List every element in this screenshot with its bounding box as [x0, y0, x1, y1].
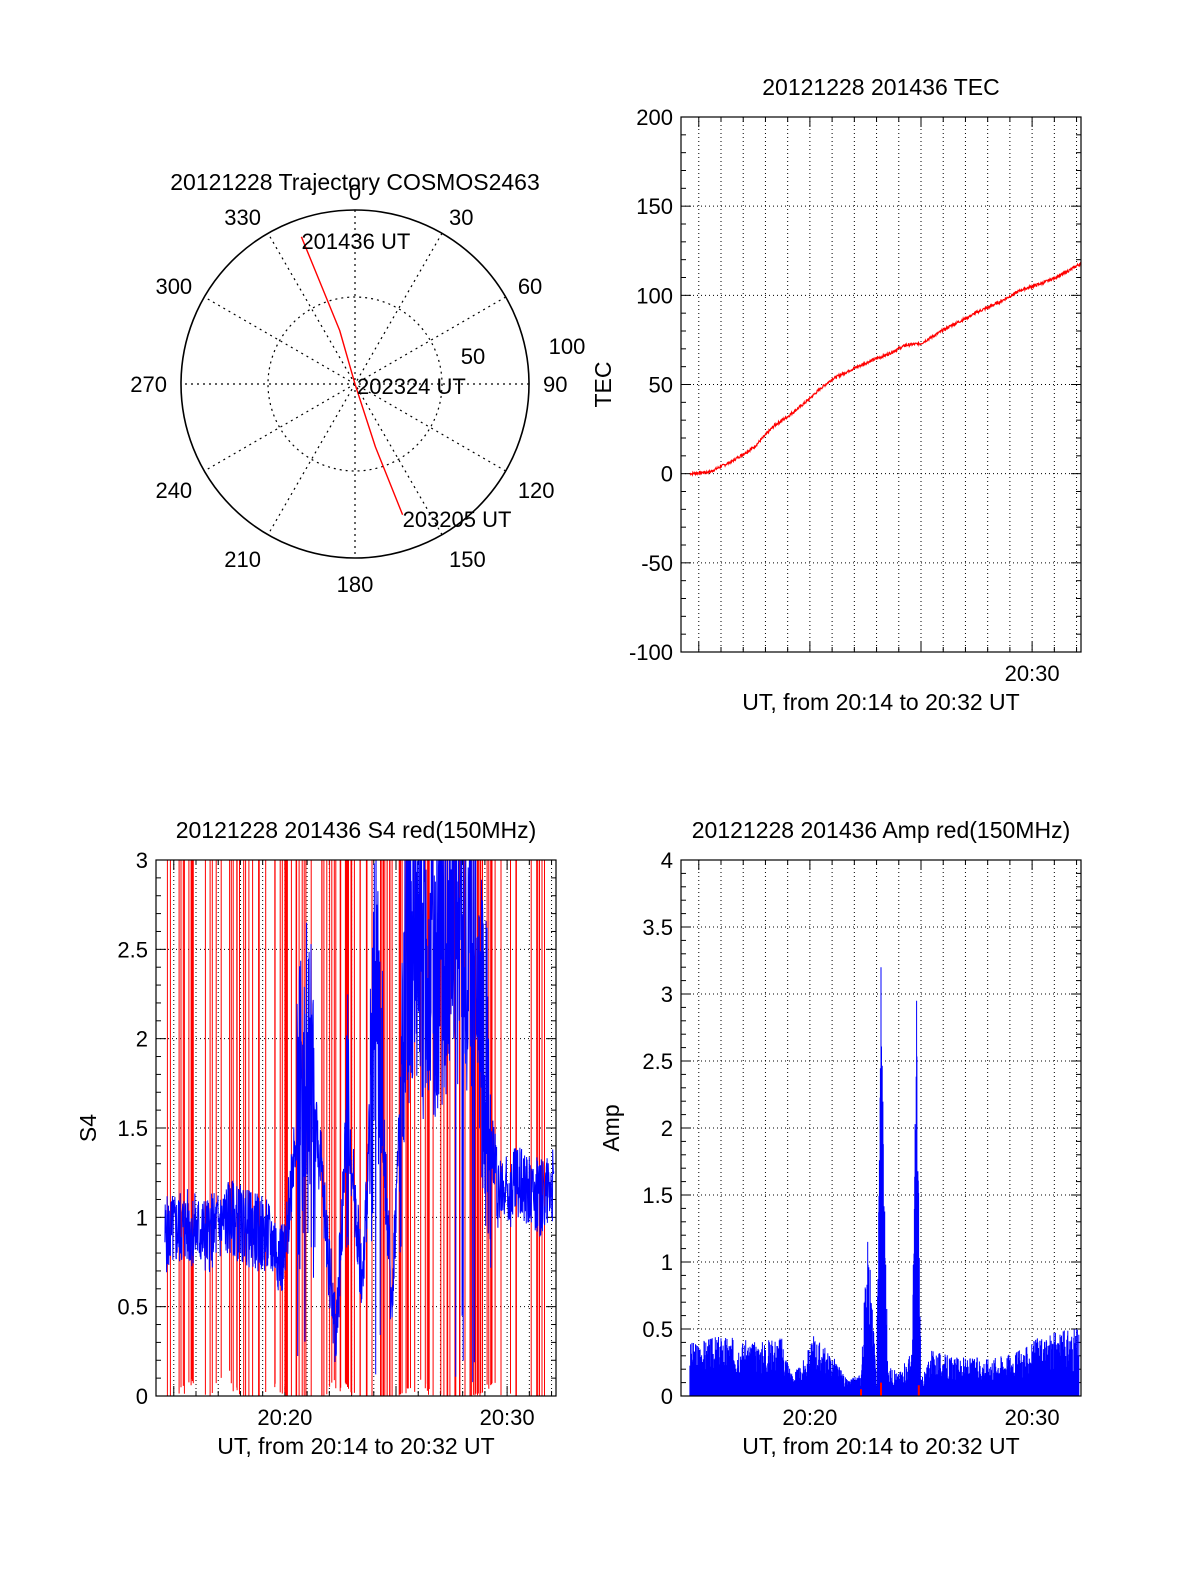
y-axis-label: S4: [75, 1114, 101, 1142]
x-gridlines: [698, 117, 1078, 652]
trajectory-line: [300, 236, 404, 516]
x-axis-label: UT, from 20:14 to 20:32 UT: [217, 1433, 494, 1459]
y-tick-label: 1.5: [117, 1116, 148, 1141]
polar-angle-label: 270: [130, 372, 167, 397]
y-tick-label: 1: [136, 1205, 148, 1230]
amp-blue-series: [689, 967, 1080, 1396]
x-tick-label: 20:20: [257, 1405, 312, 1430]
y-tick-label: 2.5: [117, 937, 148, 962]
amp-line-chart: 20121228 201436 Amp red(150MHz) UT, from …: [598, 817, 1082, 1459]
y-tick-label: 150: [636, 194, 673, 219]
y-tick-label: 1: [661, 1250, 673, 1275]
y-tick-label: 0.5: [117, 1295, 148, 1320]
amp-red-series: [860, 1382, 920, 1396]
y-tick-label: 2: [136, 1027, 148, 1052]
polar-angle-label: 0: [349, 180, 361, 205]
y-axis-label: Amp: [598, 1104, 624, 1151]
y-tick-label: 0: [136, 1384, 148, 1409]
y-tick-label: 2: [661, 1116, 673, 1141]
polar-grid-circle: [267, 296, 443, 472]
polar-angle-label: 300: [155, 274, 192, 299]
y-axis-label: TEC: [590, 362, 616, 408]
y-tick-label: 0: [661, 462, 673, 487]
x-tick-label: 20:30: [1005, 1405, 1060, 1430]
polar-angle-label: 330: [224, 205, 261, 230]
polar-radius-label: 100: [549, 334, 586, 359]
polar-angle-label: 180: [337, 572, 374, 597]
x-axis-label: UT, from 20:14 to 20:32 UT: [742, 1433, 1019, 1459]
plot-area: [689, 967, 1080, 1396]
axes-frame: [155, 859, 557, 1397]
y-tick-label: 2.5: [642, 1049, 673, 1074]
y-tick-label: 0: [661, 1384, 673, 1409]
y-gridlines: [681, 116, 1081, 653]
polar-angle-label: 30: [449, 205, 473, 230]
plot-area: [689, 261, 1081, 477]
y-tick-label: 3.5: [642, 915, 673, 940]
x-axis-label: UT, from 20:14 to 20:32 UT: [742, 689, 1019, 715]
tec-line-chart: 20121228 201436 TEC UT, from 20:14 to 20:…: [590, 74, 1082, 715]
y-tick-label: 1.5: [642, 1183, 673, 1208]
y-tick-label: 4: [661, 848, 673, 873]
y-tick-label: 3: [661, 982, 673, 1007]
chart-title: 20121228 201436 TEC: [762, 74, 999, 100]
y-tick-label: 200: [636, 105, 673, 130]
polar-angle-label: 120: [518, 478, 555, 503]
axes-frame: [680, 859, 1082, 1397]
y-tick-label: 3: [136, 848, 148, 873]
polar-angle-label: 210: [224, 547, 261, 572]
x-gridlines: [698, 860, 1078, 1396]
y-tick-label: 0.5: [642, 1317, 673, 1342]
y-tick-label: -50: [641, 551, 673, 576]
x-tick-label: 20:20: [782, 1405, 837, 1430]
chart-title: 20121228 201436 Amp red(150MHz): [692, 817, 1070, 843]
chart-title: 20121228 201436 S4 red(150MHz): [176, 817, 537, 843]
s4-line-chart: 20121228 201436 S4 red(150MHz) UT, from 2…: [75, 817, 557, 1459]
y-tick-label: 50: [649, 373, 673, 398]
polar-angle-label: 90: [543, 372, 567, 397]
polar-angle-label: 150: [449, 547, 486, 572]
polar-angle-label: 60: [518, 274, 542, 299]
plot-area: [164, 860, 555, 1396]
trajectory-time-label: 202324 UT: [357, 374, 466, 399]
polar-angle-label: 240: [155, 478, 192, 503]
x-tick-label: 20:30: [1005, 661, 1060, 686]
s4-blue-series: [164, 860, 555, 1383]
polar-radius-label: 50: [461, 344, 485, 369]
axes-frame: [680, 116, 1082, 653]
y-tick-label: 100: [636, 283, 673, 308]
trajectory-time-label: 201436 UT: [301, 229, 410, 254]
trajectory-time-label: 203205 UT: [403, 507, 512, 532]
chart-title: 20121228 Trajectory COSMOS2463: [170, 169, 539, 195]
tec-series-line: [689, 261, 1081, 477]
x-tick-label: 20:30: [480, 1405, 535, 1430]
y-tick-label: -100: [629, 640, 673, 665]
